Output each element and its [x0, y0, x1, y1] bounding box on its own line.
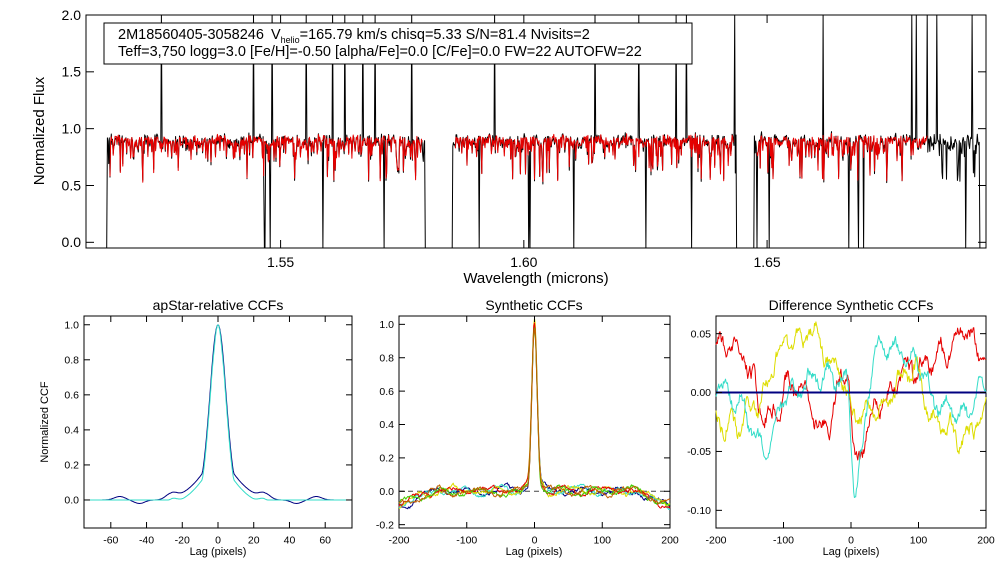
synthetic-ccf-y-tick-label: 0.4 [379, 419, 394, 431]
spectrum-data [105, 14, 982, 249]
difference-ccf-data [715, 321, 987, 498]
synthetic-ccf-title: Synthetic CCFs [485, 297, 582, 313]
synthetic-ccf-panel: -200 -100 0 100 200 -0.2 0.0 0.2 0.4 0.6 0.8 1.0 Sy… [376, 297, 679, 558]
synthetic-ccf-x-tick-label: 100 [593, 535, 611, 547]
difference-ccf-y-tick-label: 0.05 [691, 328, 712, 340]
apstar-ccf-title: apStar-relative CCFs [153, 297, 284, 313]
synthetic-ccf-y-tick-label: 0.2 [379, 453, 394, 465]
synthetic-ccf-line [398, 329, 671, 504]
apstar-ccf-x-tick-label: 0 [215, 535, 221, 547]
synthetic-ccf-x-tick-label: 200 [661, 535, 679, 547]
spectrum-panel: 1.55 1.60 1.65 0.0 0.5 1.0 1.5 2.0 Wavelength (… [31, 7, 987, 287]
apstar-ccf-y-tick-label: 1.0 [64, 319, 79, 331]
difference-ccf-y-tick-label: -0.05 [687, 446, 711, 458]
apstar-ccf-ticks: -60 -40 -20 0 20 40 60 0.0 0.2 0.4 0.6 0.8 1.0 [64, 316, 352, 547]
apstar-ccf-y-tick-label: 0.8 [64, 354, 79, 366]
synthetic-ccf-y-tick-label: 0.6 [379, 386, 394, 398]
synthetic-ccf-y-tick-label: -0.2 [376, 519, 394, 531]
spectrum-y-tick-label: 1.5 [62, 64, 82, 80]
difference-ccf-x-axis-label: Lag (pixels) [823, 546, 880, 558]
apstar-ccf-x-tick-label: 20 [248, 535, 260, 547]
synthetic-spectrum-line [109, 133, 423, 183]
spectrum-x-tick-label: 1.60 [510, 254, 537, 270]
difference-ccf-line [715, 321, 987, 455]
apstar-ccf-y-tick-label: 0.2 [64, 460, 79, 472]
spectrum-y-tick-label: 2.0 [62, 7, 82, 23]
synthetic-spectrum-line [756, 133, 928, 182]
apstar-ccf-x-tick-label: -60 [103, 535, 118, 547]
synthetic-spectrum-line [454, 133, 734, 182]
difference-ccf-title: Difference Synthetic CCFs [769, 297, 934, 313]
apstar-ccf-y-tick-label: 0.0 [64, 495, 79, 507]
spectrum-ticks: 1.55 1.60 1.65 0.0 0.5 1.0 1.5 2.0 [62, 7, 986, 270]
spectrum-y-axis-label: Normalized Flux [31, 76, 48, 185]
annotation-line-2: Teff=3,750 logg=3.0 [Fe/H]=-0.50 [alpha/… [118, 44, 642, 60]
synthetic-ccf-x-tick-label: -100 [456, 535, 477, 547]
annotation-line-1-values: =165.79 km/s chisq=5.33 S/N=81.4 Nvisits… [300, 27, 590, 43]
spectrum-y-tick-label: 1.0 [62, 121, 82, 137]
spectrum-x-tick-label: 1.55 [267, 254, 294, 270]
star-id: 2M18560405-3058246 [118, 27, 264, 43]
difference-ccf-x-tick-label: -200 [705, 535, 726, 547]
apstar-ccf-line [84, 324, 352, 501]
synthetic-ccf-x-tick-label: 0 [532, 535, 538, 547]
vhelio-subscript: helio [281, 35, 300, 45]
spectrum-y-tick-label: 0.0 [62, 234, 82, 250]
apstar-ccf-x-tick-label: 40 [284, 535, 296, 547]
synthetic-ccf-x-axis-label: Lag (pixels) [506, 546, 563, 558]
difference-ccf-panel: -200 -100 0 100 200 -0.10 -0.05 0.00 0.05 Differ… [687, 297, 995, 558]
difference-ccf-x-tick-label: 0 [848, 535, 854, 547]
apstar-ccf-panel: -60 -40 -20 0 20 40 60 0.0 0.2 0.4 0.6 0.8 1.0 apSta… [39, 297, 353, 558]
apstar-ccf-y-axis-label: Normalized CCF [39, 381, 51, 463]
spectrum-annotation-box [103, 22, 693, 65]
apstar-ccf-y-tick-label: 0.4 [64, 425, 79, 437]
spectrum-x-axis-label: Wavelength (microns) [463, 270, 608, 287]
difference-ccf-x-tick-label: -100 [773, 535, 794, 547]
difference-ccf-line [715, 327, 987, 461]
difference-ccf-y-tick-label: 0.00 [691, 387, 712, 399]
difference-ccf-line [715, 335, 987, 498]
apstar-ccf-data [84, 324, 352, 504]
apstar-ccf-x-tick-label: -40 [139, 535, 154, 547]
synthetic-ccf-y-tick-label: 1.0 [379, 319, 394, 331]
difference-ccf-x-tick-label: 100 [910, 535, 928, 547]
apstar-ccf-x-axis-label: Lag (pixels) [190, 546, 247, 558]
apstar-ccf-x-tick-label: -20 [175, 535, 190, 547]
synthetic-ccf-x-tick-label: -200 [388, 535, 409, 547]
difference-ccf-y-tick-label: -0.10 [687, 505, 711, 517]
spectrum-axes-frame [85, 14, 987, 249]
difference-ccf-ticks: -200 -100 0 100 200 -0.10 -0.05 0.00 0.05 [687, 316, 995, 547]
synthetic-ccf-y-tick-label: 0.8 [379, 352, 394, 364]
spectrum-y-tick-label: 0.5 [62, 177, 82, 193]
apstar-ccf-y-tick-label: 0.6 [64, 390, 79, 402]
spectrum-x-tick-label: 1.65 [753, 254, 780, 270]
synthetic-ccf-line [398, 322, 671, 509]
vhelio-symbol: V [271, 27, 281, 43]
apstar-ccf-x-tick-label: 60 [319, 535, 331, 547]
annotation-line-1: 2M18560405-3058246 Vhelio=165.79 km/s chi… [118, 27, 590, 45]
difference-ccf-x-tick-label: 200 [977, 535, 995, 547]
synthetic-ccf-y-tick-label: 0.0 [379, 486, 394, 498]
synthetic-ccf-ticks: -200 -100 0 100 200 -0.2 0.0 0.2 0.4 0.6 0.8 1.0 [376, 316, 679, 547]
